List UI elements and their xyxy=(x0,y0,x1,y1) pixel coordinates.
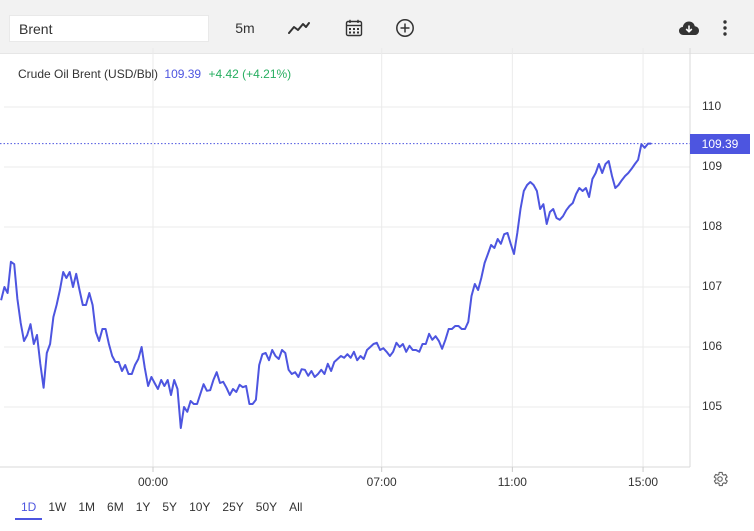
range-10y-button[interactable]: 10Y xyxy=(189,500,211,514)
line-chart-icon[interactable] xyxy=(286,14,312,42)
range-1d-button[interactable]: 1D xyxy=(15,494,43,520)
range-1y-button[interactable]: 1Y xyxy=(135,500,151,514)
range-50y-button[interactable]: 50Y xyxy=(255,500,278,514)
y-tick-label: 107 xyxy=(702,279,723,293)
x-tick-label: 07:00 xyxy=(366,475,397,489)
price-series-line xyxy=(0,142,652,429)
time-range-selector: 1D 1W 1M 6M 1Y 5Y 10Y 25Y 50Y All xyxy=(15,494,308,520)
instrument-name: Crude Oil Brent (USD/Bbl) xyxy=(18,67,159,81)
current-price-tag: 109.39 xyxy=(690,134,750,154)
legend-price: 109.39 xyxy=(164,67,202,81)
y-tick-label: 106 xyxy=(702,339,723,353)
interval-button[interactable]: 5m xyxy=(235,20,255,36)
plus-circle-icon[interactable] xyxy=(392,14,418,42)
range-6m-button[interactable]: 6M xyxy=(107,500,124,514)
range-all-button[interactable]: All xyxy=(289,500,303,514)
cloud-download-icon[interactable] xyxy=(676,14,702,42)
y-tick-label: 110 xyxy=(702,99,722,113)
x-tick-label: 11:00 xyxy=(497,475,527,489)
symbol-search-input[interactable] xyxy=(9,15,209,42)
chart-toolbar: 5m xyxy=(0,0,754,54)
range-5y-button[interactable]: 5Y xyxy=(162,500,178,514)
chart-legend: Crude Oil Brent (USD/Bbl) 109.39 +4.42 (… xyxy=(18,67,291,81)
y-tick-label: 108 xyxy=(702,219,723,233)
range-1w-button[interactable]: 1W xyxy=(48,500,67,514)
y-tick-label: 105 xyxy=(702,399,723,413)
range-1m-button[interactable]: 1M xyxy=(78,500,96,514)
more-vertical-icon[interactable] xyxy=(714,14,736,42)
y-tick-label: 109 xyxy=(702,159,723,173)
calendar-icon[interactable] xyxy=(341,14,367,42)
range-25y-button[interactable]: 25Y xyxy=(222,500,244,514)
x-tick-label: 15:00 xyxy=(628,475,659,489)
x-tick-label: 00:00 xyxy=(137,475,169,489)
legend-change: +4.42 (+4.21%) xyxy=(208,67,292,81)
gear-icon[interactable] xyxy=(711,470,729,488)
